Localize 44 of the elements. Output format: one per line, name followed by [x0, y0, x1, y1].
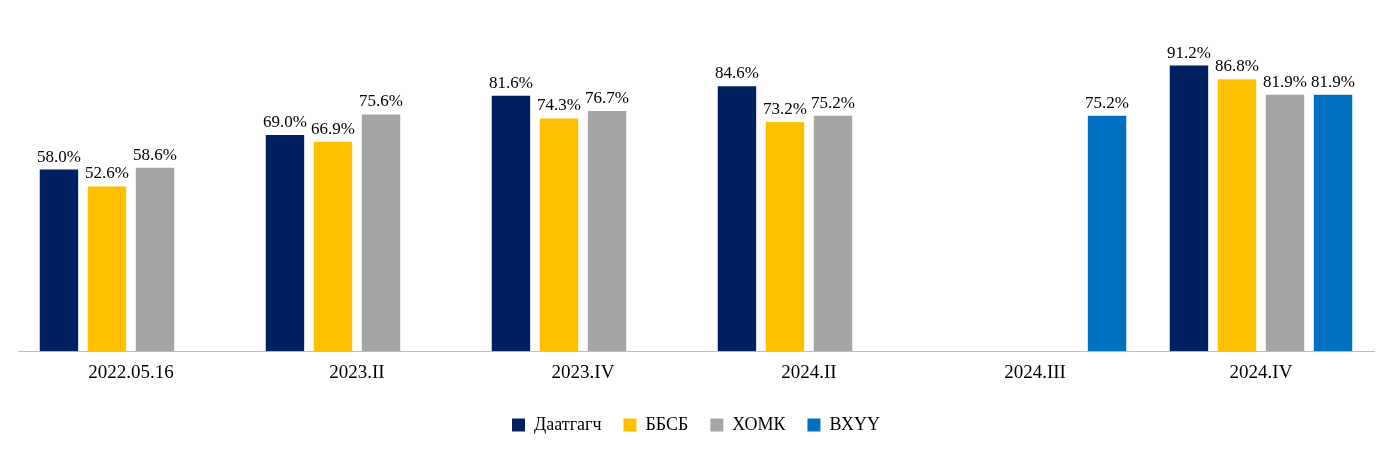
data-label: 81.9% [1263, 71, 1307, 91]
bar [313, 141, 353, 352]
data-label: 75.2% [1085, 92, 1129, 112]
bar [135, 167, 175, 352]
bar [265, 135, 305, 352]
data-label: 75.2% [811, 92, 855, 112]
bar [1217, 79, 1257, 352]
x-tick-label: 2023.IV [551, 360, 615, 382]
bar [587, 110, 627, 352]
data-label: 74.3% [537, 95, 581, 115]
x-tick-label: 2024.IV [1229, 360, 1293, 382]
bar [1169, 65, 1209, 352]
legend-label: ББСБ [645, 413, 689, 434]
bar [1313, 94, 1353, 352]
data-label: 91.2% [1167, 42, 1211, 62]
legend-label: Даатгагч [534, 413, 602, 434]
bar [361, 114, 401, 352]
bar [765, 121, 805, 352]
data-label: 81.9% [1311, 71, 1355, 91]
x-tick-label: 2023.II [329, 360, 385, 382]
data-label: 58.6% [133, 144, 177, 164]
x-tick-label: 2024.II [781, 360, 837, 382]
data-label: 76.7% [585, 87, 629, 107]
legend-label: ХОМК [732, 413, 787, 434]
legend-label: ВХҮҮ [829, 413, 881, 434]
bar [717, 86, 757, 352]
bar [491, 95, 531, 352]
data-label: 69.0% [263, 112, 307, 132]
data-label: 66.9% [311, 118, 355, 138]
x-tick-label: 2022.05.16 [88, 360, 174, 382]
data-label: 52.6% [85, 163, 129, 183]
data-label: 81.6% [489, 72, 533, 92]
bar [1087, 115, 1127, 352]
bar [39, 169, 79, 352]
data-label: 75.6% [359, 91, 403, 111]
x-tick-label: 2024.III [1004, 360, 1066, 382]
data-label: 73.2% [763, 98, 807, 118]
data-label: 58.0% [37, 146, 81, 166]
data-label: 84.6% [715, 63, 759, 83]
data-label: 86.8% [1215, 56, 1259, 76]
bar [87, 186, 127, 352]
bar [1265, 94, 1305, 352]
bar [813, 115, 853, 352]
bar [539, 118, 579, 352]
